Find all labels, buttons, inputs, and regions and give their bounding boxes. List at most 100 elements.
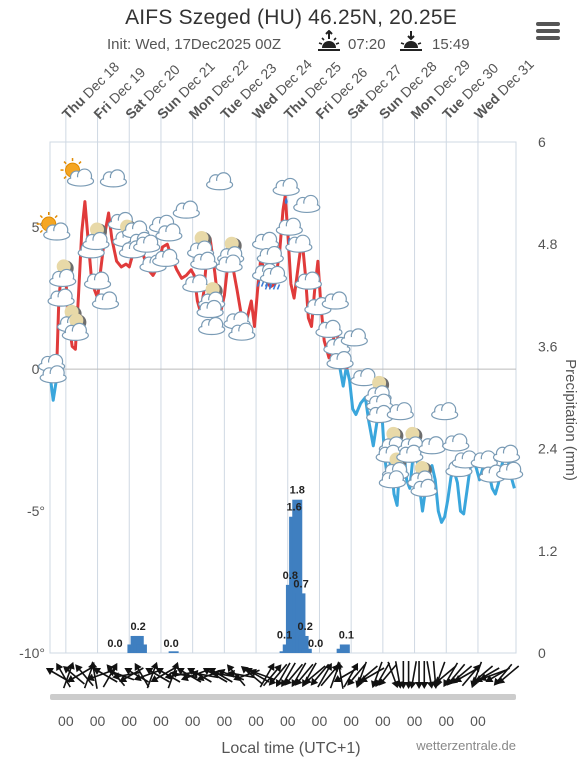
- wind-arrow-head: [446, 677, 455, 686]
- weather-icon-cloud: [285, 234, 313, 253]
- weather-icon-cloud: [293, 194, 321, 214]
- weather-icon-cloud-rain: [259, 265, 288, 290]
- cloud-fill: [183, 282, 208, 291]
- wind-arrow-head: [133, 673, 142, 682]
- wind-arrow-head: [474, 675, 484, 682]
- x-tick-label: 00: [121, 713, 137, 729]
- wind-arrow-head: [75, 664, 83, 673]
- wind-arrow: [145, 667, 170, 683]
- wind-arrow-head: [408, 681, 417, 689]
- wind-arrow: [89, 661, 98, 689]
- menu-icon[interactable]: [536, 22, 560, 42]
- sunrise-icon: [318, 30, 340, 51]
- credit-link[interactable]: wetterzentrale.de: [416, 738, 516, 753]
- y-left-tick-label: -10°: [19, 645, 45, 661]
- cloud-fill: [367, 413, 392, 422]
- cloud-fill: [412, 487, 437, 496]
- cloud-fill: [68, 177, 93, 186]
- weather-icon-cloud: [496, 461, 524, 480]
- weather-icon-cloud: [315, 319, 343, 338]
- wind-arrow: [226, 664, 246, 687]
- x-tick-label: 00: [90, 713, 106, 729]
- weather-icon-cloud: [326, 350, 354, 370]
- wind-arrow: [479, 669, 506, 682]
- wind-arrow-head: [281, 679, 289, 688]
- precip-label: 0.2: [298, 621, 313, 633]
- weather-icon-cloud: [294, 271, 322, 290]
- wind-arrow-head: [226, 664, 235, 673]
- wind-arrow: [446, 663, 466, 686]
- cloud-fill: [286, 243, 311, 252]
- sunset-time: 15:49: [432, 36, 470, 53]
- wind-arrow-head: [107, 668, 116, 677]
- weather-icon-cloud: [83, 271, 112, 290]
- wind-arrow-head: [268, 677, 277, 686]
- wind-arrow: [62, 661, 75, 689]
- wind-arrow: [415, 661, 424, 689]
- wind-arrow-head: [56, 662, 64, 671]
- sun-ray: [78, 161, 82, 165]
- weather-icon-cloud: [386, 402, 414, 421]
- day-label-date: Dec 31: [491, 56, 537, 102]
- weather-icon-cloud: [228, 322, 256, 341]
- cloud-fill: [258, 254, 283, 263]
- wind-arrow-head: [267, 662, 275, 671]
- weather-icon-cloud: [152, 248, 180, 267]
- weather-icon-cloud: [492, 444, 521, 463]
- wind-arrow: [493, 663, 513, 686]
- wind-arrow-head: [450, 676, 459, 684]
- wind-arrow-head: [333, 675, 342, 682]
- weather-icon-cloud: [198, 316, 226, 336]
- y-right-tick-label: 4.8: [538, 236, 558, 252]
- x-tick-label: 00: [153, 713, 169, 729]
- wind-arrow-head: [217, 668, 226, 677]
- wind-arrow-head: [273, 664, 282, 673]
- weather-icon-sun-cloud: [60, 158, 95, 187]
- weather-icon-cloud: [350, 368, 378, 387]
- wind-arrow-head: [335, 661, 344, 669]
- x-tick-label: 00: [58, 713, 74, 729]
- wind-arrow: [281, 662, 296, 688]
- wind-arrow-head: [420, 682, 429, 689]
- x-tick-label: 00: [375, 713, 391, 729]
- weather-icon-cloud: [155, 223, 183, 242]
- rain-streak: [268, 284, 273, 290]
- chart-title: AIFS Szeged (HU) 46.25N, 20.25E: [125, 6, 457, 29]
- wind-arrow: [387, 661, 400, 689]
- x-tick-label: 00: [248, 713, 264, 729]
- wind-arrow-head: [45, 668, 54, 675]
- wind-arrow: [408, 661, 418, 689]
- wind-arrow: [355, 665, 378, 684]
- precip-label: 1.6: [286, 502, 301, 514]
- wind-arrow-head: [415, 682, 424, 689]
- cloud-fill: [443, 441, 468, 450]
- wind-arrow: [146, 661, 159, 689]
- y-right-tick-label: 6: [538, 134, 546, 150]
- cloud-fill: [191, 260, 216, 269]
- cloud-fill: [101, 177, 126, 186]
- cloud-fill: [323, 299, 348, 308]
- wind-arrow-head: [391, 680, 400, 689]
- wind-arrow: [434, 665, 457, 684]
- wind-arrow-head: [145, 667, 154, 675]
- wind-arrow: [497, 665, 520, 684]
- wind-arrow: [371, 661, 383, 689]
- wind-arrow: [190, 669, 219, 679]
- wind-arrow-head: [351, 662, 359, 671]
- wind-arrow: [240, 666, 263, 685]
- sun-ray: [54, 214, 58, 219]
- cloud-fill: [207, 180, 232, 189]
- cloud-fill: [199, 325, 224, 334]
- wind-arrow-head: [171, 661, 180, 670]
- precip-label: 1.8: [290, 485, 305, 497]
- wind-arrow: [56, 662, 71, 688]
- cloud-fill: [274, 186, 299, 195]
- wind-arrow-head: [180, 673, 189, 682]
- sunset-icon: [400, 31, 422, 51]
- x-tick-label: 00: [217, 713, 233, 729]
- weather-icon-moon-cloud: [61, 313, 89, 341]
- cloud-fill: [217, 263, 242, 272]
- weather-icon-cloud: [321, 291, 349, 310]
- cloud-fill: [49, 297, 74, 306]
- weather-icon-cloud: [223, 311, 251, 330]
